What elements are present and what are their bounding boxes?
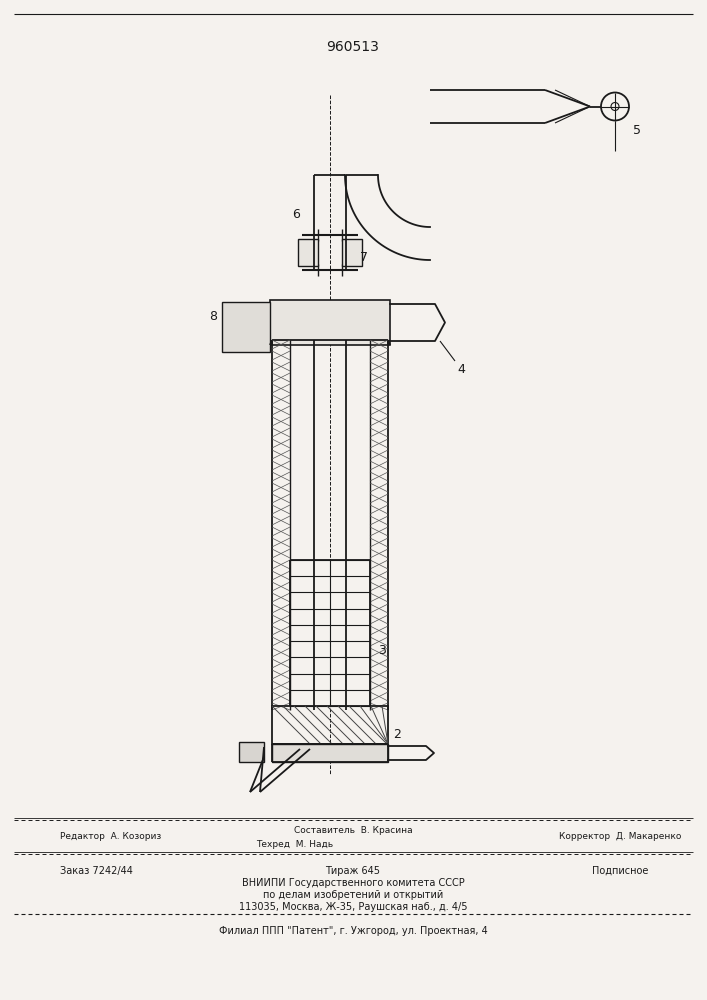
Text: по делам изобретений и открытий: по делам изобретений и открытий [263, 890, 443, 900]
Bar [272, 706, 388, 744]
Text: Филиал ППП "Патент", г. Ужгород, ул. Проектная, 4: Филиал ППП "Патент", г. Ужгород, ул. Про… [218, 926, 487, 936]
Text: 4: 4 [457, 363, 465, 376]
Text: ВНИИПИ Государственного комитета СССР: ВНИИПИ Государственного комитета СССР [242, 878, 464, 888]
Text: Редактор  А. Козориз: Редактор А. Козориз [60, 832, 161, 841]
Text: 960513: 960513 [327, 40, 380, 54]
Text: 6: 6 [292, 209, 300, 222]
Text: Заказ 7242/44: Заказ 7242/44 [60, 866, 133, 876]
Text: 113035, Москва, Ж-35, Раушская наб., д. 4/5: 113035, Москва, Ж-35, Раушская наб., д. … [239, 902, 467, 912]
Text: Тираж 645: Тираж 645 [325, 866, 380, 876]
Bar [239, 742, 264, 762]
Text: 3: 3 [378, 644, 386, 656]
Bar [222, 302, 270, 352]
Text: Корректор  Д. Макаренко: Корректор Д. Макаренко [559, 832, 681, 841]
Text: Техред  М. Надь: Техред М. Надь [257, 840, 334, 849]
Text: 7: 7 [360, 251, 368, 264]
Text: 8: 8 [209, 310, 217, 324]
Bar [272, 744, 388, 762]
Text: Составитель  В. Красина: Составитель В. Красина [293, 826, 412, 835]
Text: Подписное: Подписное [592, 866, 648, 876]
Bar [270, 300, 390, 345]
Text: 5: 5 [633, 124, 641, 137]
Text: 2: 2 [393, 728, 401, 740]
Bar [342, 239, 362, 266]
Bar [298, 239, 318, 266]
